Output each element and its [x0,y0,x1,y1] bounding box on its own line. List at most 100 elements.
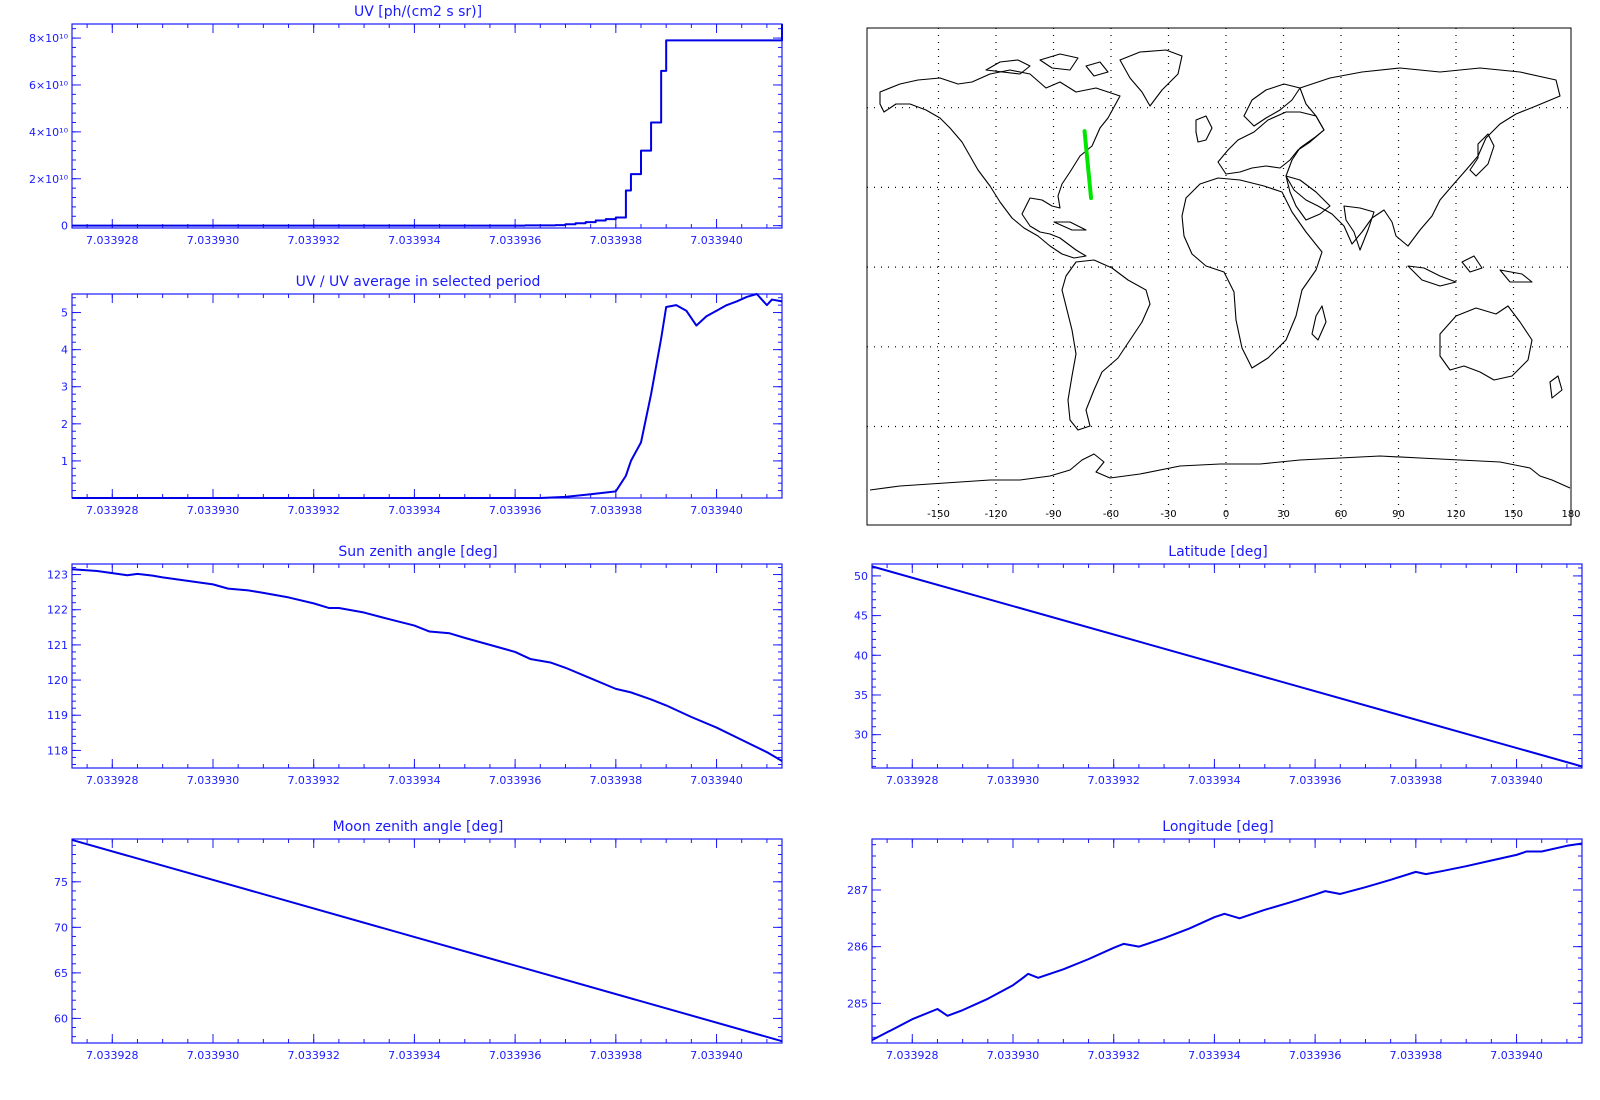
y-tick-label: 123 [47,569,68,582]
x-tick-label: 7.033928 [886,774,939,787]
y-tick-label: 2×10¹⁰ [29,173,69,186]
y-tick-label: 8×10¹⁰ [29,32,69,45]
y-tick-label: 4 [61,344,68,357]
y-tick-label: 119 [47,709,68,722]
map-lon-label: 30 [1277,509,1290,520]
uv-ratio-title: UV / UV average in selected period [296,274,541,290]
sza-series-line [71,568,783,762]
x-tick-label: 7.033938 [1390,774,1443,787]
coast-australia [1439,305,1533,381]
map-frame [866,27,1572,526]
uv-axes-frame [71,23,783,229]
coast-madagascar [1311,305,1327,341]
x-tick-label: 7.033930 [187,774,240,787]
x-tick-label: 7.033938 [590,774,643,787]
coast-new-zealand [1549,375,1563,399]
lat-axes-frame [871,563,1583,769]
map-lon-label: 0 [1223,509,1229,520]
x-tick-label: 7.033934 [1188,1049,1241,1062]
coast-greenland [1119,49,1183,107]
uv-ratio-panel: UV / UV average in selected period 7.033… [61,274,783,517]
y-tick-label: 40 [854,649,868,662]
x-tick-label: 7.033928 [886,1049,939,1062]
y-tick-label: 2 [61,418,68,431]
x-tick-label: 7.033940 [690,774,743,787]
y-tick-label: 65 [54,967,68,980]
x-tick-label: 7.033936 [1289,1049,1342,1062]
map-lon-label: 120 [1446,509,1465,520]
y-tick-label: 45 [854,610,868,623]
y-tick-label: 287 [847,884,868,897]
map-coastlines [869,49,1571,491]
x-tick-label: 7.033932 [287,504,340,517]
x-tick-label: 7.033934 [388,774,441,787]
coast-arabia [1285,175,1331,221]
x-tick-label: 7.033940 [690,1049,743,1062]
map-lon-label: 180 [1561,509,1580,520]
x-tick-label: 7.033930 [987,774,1040,787]
map-lon-label: -60 [1103,509,1119,520]
y-tick-label: 30 [854,729,868,742]
uv-series-line [72,24,783,227]
map-lon-label: 150 [1504,509,1523,520]
y-tick-label: 122 [47,604,68,617]
map-lon-label: -90 [1045,509,1061,520]
x-tick-label: 7.033930 [187,234,240,247]
moon-zenith-title: Moon zenith angle [deg] [333,819,504,835]
x-tick-label: 7.033936 [489,774,542,787]
ratio-series-line [72,293,783,499]
latitude-panel: Latitude [deg] 7.033928 7.033930 7.033932 7… [854,544,1583,787]
x-tick-label: 7.033934 [388,504,441,517]
lat-series-line [871,565,1583,768]
x-tick-label: 7.033928 [86,234,139,247]
y-tick-label: 50 [854,570,868,583]
sun-zenith-title: Sun zenith angle [deg] [338,544,497,560]
y-tick-label: 118 [47,744,68,757]
coast-africa [1181,177,1323,369]
x-tick-label: 7.033930 [187,1049,240,1062]
mza-axes-frame [71,838,783,1044]
x-tick-label: 7.033932 [287,1049,340,1062]
latitude-title: Latitude [deg] [1168,544,1267,560]
x-tick-label: 7.033940 [690,504,743,517]
x-tick-label: 7.033936 [489,1049,542,1062]
moon-zenith-panel: Moon zenith angle [deg] 7.033928 7.033930… [54,819,783,1062]
y-tick-label: 0 [61,220,68,233]
map-lon-label: 60 [1335,509,1348,520]
x-tick-label: 7.033938 [1390,1049,1443,1062]
x-tick-label: 7.033932 [1087,1049,1140,1062]
map-lon-label: 90 [1392,509,1405,520]
x-tick-label: 7.033938 [590,234,643,247]
map-lon-label: -30 [1160,509,1176,520]
uv-panel: UV [ph/(cm2 s sr)] 7.033928 7.033930 7.033… [29,4,783,247]
y-tick-label: 3 [61,381,68,394]
x-tick-label: 7.033934 [388,234,441,247]
x-tick-label: 7.033936 [489,504,542,517]
y-tick-label: 35 [854,689,868,702]
ratio-axes-frame [71,293,783,499]
map-lon-label: -150 [927,509,950,520]
x-tick-label: 7.033940 [690,234,743,247]
map-lon-label: -120 [985,509,1008,520]
y-tick-label: 70 [54,921,68,934]
y-tick-label: 120 [47,674,68,687]
y-tick-label: 6×10¹⁰ [29,79,69,92]
x-tick-label: 7.033934 [388,1049,441,1062]
longitude-panel: Longitude [deg] 7.033928 7.033930 7.033932… [847,819,1583,1062]
x-tick-label: 7.033928 [86,504,139,517]
longitude-title: Longitude [deg] [1162,819,1273,835]
sza-axes-frame [71,563,783,769]
coast-japan [1469,133,1495,177]
coast-india [1343,205,1375,251]
x-tick-label: 7.033930 [187,504,240,517]
coast-scandinavia [1243,83,1301,127]
coast-britain [1195,115,1213,143]
y-tick-label: 1 [61,455,68,468]
x-tick-label: 7.033936 [489,234,542,247]
world-map: -150 -120 -90 -60 -30 0 30 60 90 120 150 180 [866,27,1581,526]
satellite-track [1082,129,1094,201]
x-tick-label: 7.033940 [1490,1049,1543,1062]
y-tick-label: 285 [847,997,868,1010]
coast-indonesia [1407,255,1533,287]
